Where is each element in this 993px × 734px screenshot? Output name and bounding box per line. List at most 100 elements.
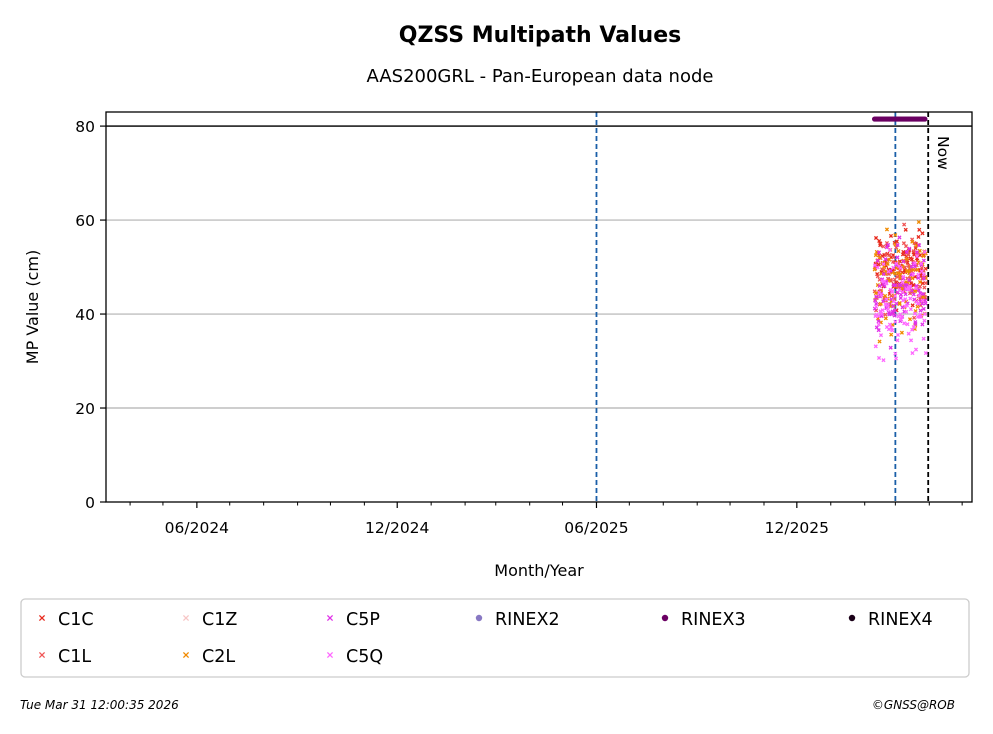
legend-label: C5P bbox=[346, 610, 380, 630]
data-point bbox=[895, 242, 900, 248]
data-point bbox=[919, 265, 924, 270]
data-point bbox=[911, 282, 916, 288]
y-tick-label: 60 bbox=[75, 212, 95, 230]
data-point bbox=[873, 253, 878, 258]
y-axis-ticks: 0 20 40 60 80 bbox=[75, 118, 106, 512]
data-point bbox=[912, 261, 917, 266]
data-point bbox=[909, 338, 914, 343]
legend-item-rinex3: RINEX3 bbox=[661, 610, 746, 630]
legend-item-c5q: C5Q bbox=[326, 647, 383, 667]
legend-marker bbox=[182, 614, 190, 622]
legend-box bbox=[20, 598, 970, 678]
data-point bbox=[876, 322, 881, 327]
data-point bbox=[876, 262, 881, 267]
data-point bbox=[891, 265, 896, 270]
data-point bbox=[913, 286, 919, 291]
y-tick-label: 0 bbox=[85, 494, 95, 512]
data-point bbox=[921, 276, 926, 281]
data-point bbox=[888, 345, 893, 350]
data-point bbox=[915, 304, 920, 309]
data-point bbox=[885, 261, 890, 266]
data-point bbox=[917, 280, 923, 285]
data-point bbox=[883, 312, 888, 317]
legend-marker bbox=[182, 651, 190, 659]
data-point bbox=[916, 234, 921, 240]
data-point bbox=[874, 294, 879, 299]
data-point bbox=[897, 288, 902, 293]
data-point bbox=[883, 252, 888, 258]
data-point bbox=[913, 320, 918, 325]
data-point bbox=[890, 304, 896, 309]
data-point bbox=[881, 244, 886, 249]
chart-subtitle: AAS200GRL - Pan-European data node bbox=[367, 66, 714, 87]
data-point bbox=[877, 283, 882, 288]
data-point bbox=[922, 285, 927, 290]
data-point bbox=[881, 262, 886, 267]
data-point bbox=[915, 267, 920, 272]
data-point bbox=[886, 242, 891, 248]
data-point bbox=[873, 344, 878, 349]
data-point bbox=[877, 255, 882, 260]
data-point bbox=[884, 281, 889, 286]
data-point bbox=[895, 255, 900, 260]
data-point bbox=[884, 227, 890, 232]
legend-marker bbox=[848, 614, 856, 622]
data-point bbox=[920, 322, 925, 327]
data-point bbox=[877, 238, 882, 244]
data-point bbox=[923, 301, 928, 306]
legend-label: C1Z bbox=[202, 610, 237, 630]
data-point bbox=[900, 280, 905, 285]
data-point bbox=[913, 347, 919, 352]
data-point bbox=[922, 311, 928, 317]
data-point bbox=[879, 292, 884, 297]
data-point bbox=[908, 307, 913, 312]
data-point bbox=[878, 333, 884, 338]
data-point bbox=[911, 249, 916, 254]
data-point bbox=[904, 250, 909, 255]
data-point bbox=[899, 317, 904, 322]
x-axis-ticks: 06/2024 12/2024 06/2025 12/2025 bbox=[129, 502, 963, 537]
data-point bbox=[889, 293, 894, 298]
legend-label: RINEX3 bbox=[681, 610, 746, 630]
data-point bbox=[910, 276, 915, 281]
data-point bbox=[900, 290, 905, 295]
data-point bbox=[921, 258, 926, 263]
data-point bbox=[911, 292, 916, 297]
data-point bbox=[912, 264, 917, 269]
legend-item-c5p: C5P bbox=[326, 610, 380, 630]
data-point bbox=[891, 299, 896, 304]
data-point bbox=[916, 275, 921, 280]
data-point bbox=[920, 231, 925, 236]
data-point bbox=[888, 268, 893, 273]
x-tick-label: 12/2024 bbox=[365, 519, 429, 537]
legend-item-c1l: C1L bbox=[38, 647, 91, 667]
data-point bbox=[921, 336, 926, 341]
data-point bbox=[892, 308, 897, 313]
footer-credit: ©GNSS@ROB bbox=[872, 698, 955, 712]
data-point bbox=[917, 248, 922, 253]
y-axis-label: MP Value (cm) bbox=[23, 250, 42, 364]
grid-lines bbox=[106, 125, 972, 409]
legend-marker bbox=[38, 651, 46, 659]
data-point bbox=[923, 281, 928, 286]
data-point bbox=[886, 307, 891, 312]
data-point bbox=[894, 274, 899, 279]
data-point bbox=[898, 265, 903, 271]
data-point bbox=[911, 272, 916, 277]
data-point bbox=[899, 330, 904, 335]
data-point bbox=[908, 284, 913, 289]
legend-label: C1L bbox=[58, 647, 91, 667]
data-point bbox=[894, 239, 899, 244]
data-point bbox=[917, 227, 922, 232]
data-point bbox=[883, 316, 888, 321]
data-point bbox=[922, 318, 927, 323]
data-point bbox=[922, 116, 928, 122]
data-point bbox=[918, 308, 923, 313]
data-point bbox=[911, 267, 916, 272]
data-point bbox=[887, 257, 892, 262]
data-point bbox=[907, 246, 912, 251]
data-point bbox=[883, 257, 888, 262]
data-point bbox=[877, 339, 882, 344]
legend-label: C2L bbox=[202, 647, 235, 667]
